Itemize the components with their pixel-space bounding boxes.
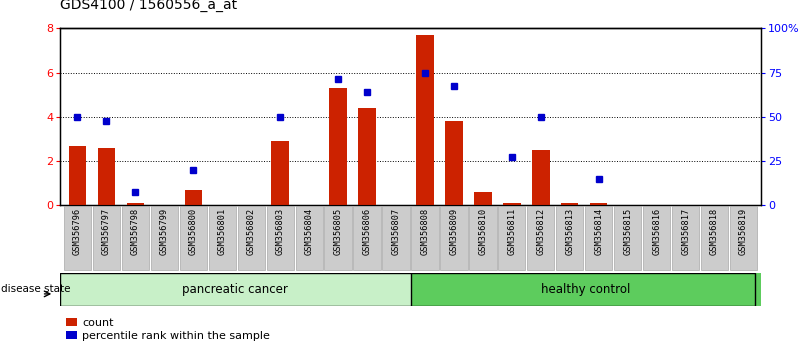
Bar [643, 206, 670, 270]
Bar [562, 203, 578, 205]
Text: GSM356809: GSM356809 [449, 207, 458, 255]
Text: GSM356807: GSM356807 [392, 207, 400, 255]
Text: GSM356818: GSM356818 [710, 207, 719, 255]
Bar [672, 206, 699, 270]
Text: GSM356796: GSM356796 [73, 207, 82, 255]
Bar [730, 206, 757, 270]
Bar [503, 203, 521, 205]
Bar [527, 206, 554, 270]
Text: GSM356802: GSM356802 [247, 207, 256, 255]
Bar [417, 35, 433, 205]
Text: GSM356817: GSM356817 [681, 207, 690, 255]
Bar [64, 206, 91, 270]
Bar [93, 206, 120, 270]
Text: GSM356798: GSM356798 [131, 207, 140, 255]
Text: GSM356803: GSM356803 [276, 207, 284, 255]
Bar [184, 190, 202, 205]
Text: GDS4100 / 1560556_a_at: GDS4100 / 1560556_a_at [60, 0, 237, 12]
Text: GSM356819: GSM356819 [739, 207, 748, 255]
Text: GSM356800: GSM356800 [189, 207, 198, 255]
Text: GSM356814: GSM356814 [594, 207, 603, 255]
Bar [445, 121, 463, 205]
Text: GSM356815: GSM356815 [623, 207, 632, 255]
Bar [614, 206, 642, 270]
Legend: count, percentile rank within the sample: count, percentile rank within the sample [66, 318, 270, 341]
Bar [586, 206, 613, 270]
Text: GSM356812: GSM356812 [537, 207, 545, 255]
Text: GSM356816: GSM356816 [652, 207, 661, 255]
Bar [329, 88, 347, 205]
Bar [590, 203, 607, 205]
Text: disease state: disease state [1, 284, 70, 295]
Text: pancreatic cancer: pancreatic cancer [183, 283, 288, 296]
Bar [272, 141, 289, 205]
Bar [69, 145, 87, 205]
Text: GSM356804: GSM356804 [304, 207, 314, 255]
Text: GSM356799: GSM356799 [160, 207, 169, 255]
Bar [122, 206, 149, 270]
Text: GSM356806: GSM356806 [363, 207, 372, 255]
Bar [353, 206, 380, 270]
Text: GSM356808: GSM356808 [421, 207, 429, 255]
Bar [127, 203, 144, 205]
Text: GSM356810: GSM356810 [478, 207, 488, 255]
Bar [358, 108, 376, 205]
Bar [410, 273, 761, 306]
Text: healthy control: healthy control [541, 283, 630, 296]
Text: GSM356811: GSM356811 [507, 207, 517, 255]
Bar [556, 206, 583, 270]
Bar [179, 206, 207, 270]
Bar [208, 206, 235, 270]
Bar [532, 150, 549, 205]
Bar [412, 206, 439, 270]
Bar [60, 273, 410, 306]
Text: GSM356805: GSM356805 [333, 207, 343, 255]
Text: GSM356801: GSM356801 [218, 207, 227, 255]
Bar [267, 206, 294, 270]
Bar [98, 148, 115, 205]
Bar [238, 206, 265, 270]
Bar [151, 206, 178, 270]
Bar [382, 206, 409, 270]
Bar [474, 192, 492, 205]
Text: GSM356797: GSM356797 [102, 207, 111, 255]
Bar [441, 206, 468, 270]
Bar [324, 206, 352, 270]
Text: GSM356813: GSM356813 [566, 207, 574, 255]
Bar [498, 206, 525, 270]
Bar [701, 206, 728, 270]
Bar [469, 206, 497, 270]
Bar [296, 206, 323, 270]
